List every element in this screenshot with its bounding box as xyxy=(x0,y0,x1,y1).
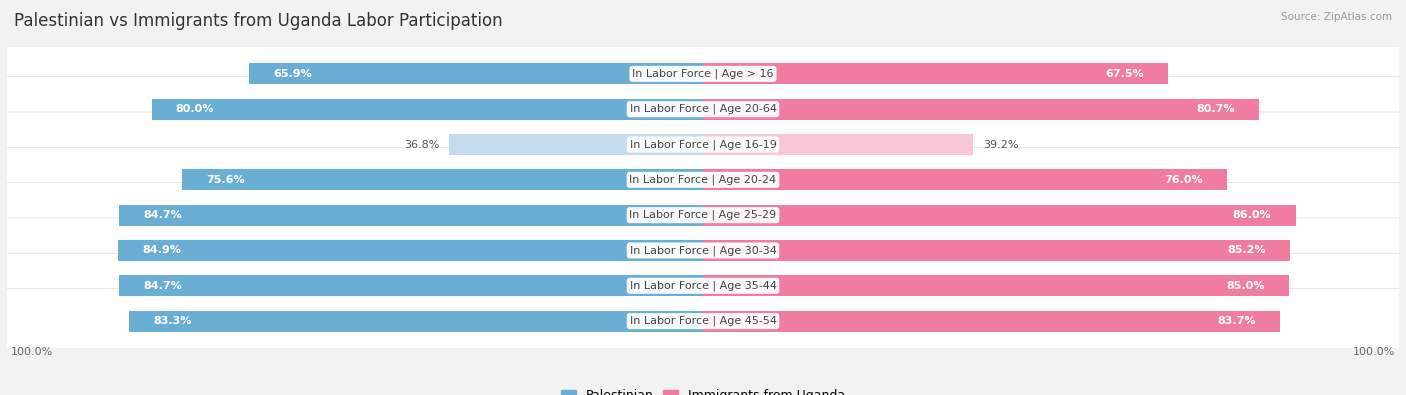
Text: Source: ZipAtlas.com: Source: ZipAtlas.com xyxy=(1281,12,1392,22)
FancyBboxPatch shape xyxy=(4,112,1402,177)
Text: 84.7%: 84.7% xyxy=(143,210,183,220)
Text: 36.8%: 36.8% xyxy=(404,139,439,150)
Text: In Labor Force | Age 45-54: In Labor Force | Age 45-54 xyxy=(630,316,776,326)
Text: 85.2%: 85.2% xyxy=(1227,245,1265,256)
Text: 84.9%: 84.9% xyxy=(142,245,181,256)
FancyBboxPatch shape xyxy=(4,77,1402,142)
Bar xyxy=(181,169,703,190)
Bar xyxy=(703,205,1295,226)
Text: 84.7%: 84.7% xyxy=(143,281,183,291)
Text: In Labor Force | Age > 16: In Labor Force | Age > 16 xyxy=(633,69,773,79)
Text: 76.0%: 76.0% xyxy=(1164,175,1202,185)
Text: In Labor Force | Age 35-44: In Labor Force | Age 35-44 xyxy=(630,280,776,291)
Bar xyxy=(703,99,1260,120)
Bar xyxy=(703,275,1289,296)
Text: In Labor Force | Age 25-29: In Labor Force | Age 25-29 xyxy=(630,210,776,220)
FancyBboxPatch shape xyxy=(4,41,1402,106)
Bar xyxy=(120,205,703,226)
Text: In Labor Force | Age 20-64: In Labor Force | Age 20-64 xyxy=(630,104,776,115)
Bar xyxy=(703,64,1168,84)
Text: 80.0%: 80.0% xyxy=(176,104,214,114)
Bar xyxy=(129,311,703,331)
Text: 100.0%: 100.0% xyxy=(10,346,53,357)
Text: 65.9%: 65.9% xyxy=(273,69,312,79)
FancyBboxPatch shape xyxy=(4,218,1402,283)
Text: 86.0%: 86.0% xyxy=(1233,210,1271,220)
Text: 85.0%: 85.0% xyxy=(1226,281,1264,291)
FancyBboxPatch shape xyxy=(4,147,1402,213)
FancyBboxPatch shape xyxy=(4,182,1402,248)
Text: In Labor Force | Age 30-34: In Labor Force | Age 30-34 xyxy=(630,245,776,256)
Bar xyxy=(118,240,703,261)
Text: 39.2%: 39.2% xyxy=(983,139,1019,150)
Bar xyxy=(152,99,703,120)
Text: In Labor Force | Age 16-19: In Labor Force | Age 16-19 xyxy=(630,139,776,150)
Text: 67.5%: 67.5% xyxy=(1105,69,1144,79)
Text: 83.7%: 83.7% xyxy=(1218,316,1256,326)
Text: 100.0%: 100.0% xyxy=(1353,346,1396,357)
Bar xyxy=(450,134,703,155)
Text: Palestinian vs Immigrants from Uganda Labor Participation: Palestinian vs Immigrants from Uganda La… xyxy=(14,12,503,30)
Text: 83.3%: 83.3% xyxy=(153,316,191,326)
Text: 80.7%: 80.7% xyxy=(1197,104,1234,114)
Bar xyxy=(249,64,703,84)
FancyBboxPatch shape xyxy=(4,253,1402,318)
Bar xyxy=(120,275,703,296)
Bar xyxy=(703,240,1291,261)
Bar xyxy=(703,134,973,155)
Legend: Palestinian, Immigrants from Uganda: Palestinian, Immigrants from Uganda xyxy=(555,384,851,395)
Text: 75.6%: 75.6% xyxy=(207,175,245,185)
Bar xyxy=(703,169,1226,190)
Bar xyxy=(703,311,1279,331)
FancyBboxPatch shape xyxy=(4,289,1402,354)
Text: In Labor Force | Age 20-24: In Labor Force | Age 20-24 xyxy=(630,175,776,185)
